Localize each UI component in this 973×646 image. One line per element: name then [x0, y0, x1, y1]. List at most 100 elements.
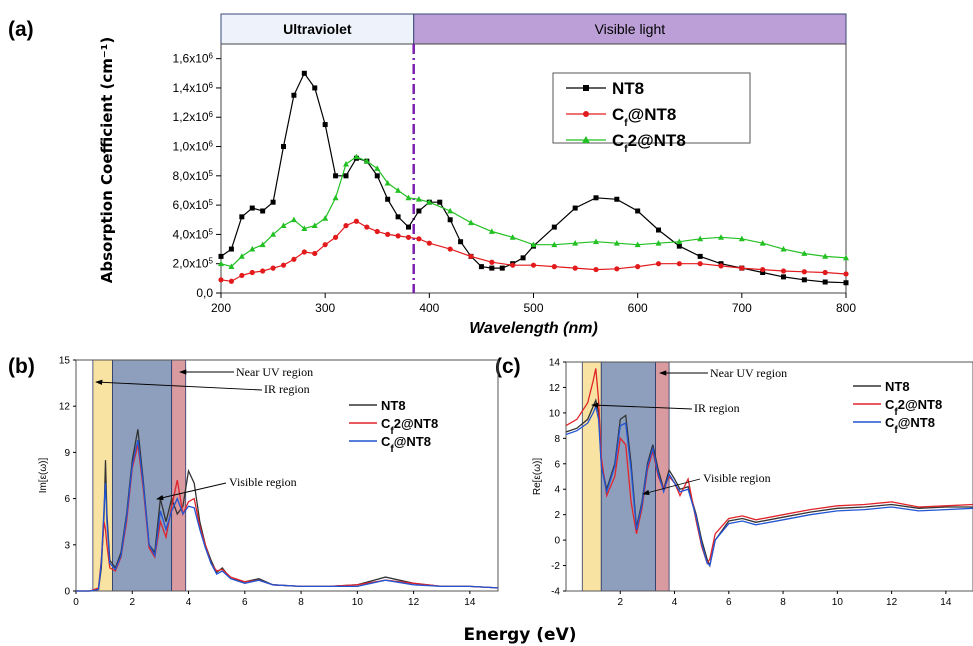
data-point — [301, 225, 308, 231]
data-point — [374, 173, 380, 179]
data-point — [593, 266, 599, 273]
y-tick-label: 12 — [59, 402, 71, 413]
data-point — [353, 218, 360, 224]
x-tick-label: 700 — [732, 301, 752, 315]
data-point — [426, 240, 432, 246]
data-point — [843, 280, 849, 286]
data-point — [291, 256, 297, 262]
data-point — [385, 231, 391, 238]
data-point — [655, 240, 662, 246]
panel-a-letter: (a) — [8, 18, 34, 41]
y-tick-label: 1,2x106 — [173, 110, 214, 125]
annotation-label: Near UV region — [710, 366, 787, 380]
data-point — [718, 234, 724, 240]
band-label: Visible light — [595, 21, 666, 37]
legend-label: Cf@NT8 — [885, 415, 935, 436]
x-tick-label: 8 — [780, 597, 786, 608]
annotation-label: Visible region — [229, 475, 297, 489]
data-point — [239, 214, 245, 220]
series-line-2 — [565, 404, 973, 567]
legend-label: NT8 — [885, 379, 910, 394]
region-band — [171, 359, 187, 592]
data-point — [781, 274, 786, 280]
y-tick-label: 1,6x106 — [173, 51, 214, 66]
x-tick-label: 10 — [352, 597, 364, 608]
annotation-label: IR region — [694, 401, 740, 415]
panel-c-letter: (c) — [495, 355, 521, 378]
data-point — [343, 160, 349, 167]
data-point — [405, 234, 412, 240]
data-point — [759, 240, 766, 246]
data-point — [697, 253, 703, 259]
data-point — [738, 235, 745, 242]
data-point — [364, 224, 370, 230]
x-tick-label: 400 — [419, 301, 439, 315]
band-box — [220, 13, 415, 45]
data-point — [478, 264, 484, 270]
data-point — [395, 233, 401, 239]
data-point — [270, 231, 277, 237]
y-tick-label: -2 — [551, 561, 560, 572]
panel-a-chart: Ultraviolet Visible light 200 300 400 500 600 7… — [98, 13, 856, 337]
x-tick-label: 12 — [886, 597, 898, 608]
x-tick-label: 200 — [211, 301, 231, 315]
panel-c-chart: 2 4 6 8 10 12 14 -4 -2 0 2 4 6 8 10 12 14 Re[ε(ω)] NT8 Cf2@… — [532, 358, 973, 608]
x-tick-label: 300 — [315, 301, 335, 315]
data-point — [489, 265, 495, 271]
data-point — [363, 157, 370, 164]
data-point — [322, 242, 328, 248]
data-point — [374, 228, 380, 235]
x-tick-label: 6 — [242, 597, 248, 608]
data-point — [290, 216, 297, 223]
data-point — [843, 271, 849, 277]
data-point — [499, 265, 505, 271]
data-point — [613, 240, 620, 246]
data-point — [614, 266, 620, 272]
data-point — [311, 222, 318, 229]
data-point — [343, 173, 349, 179]
data-point — [416, 208, 422, 214]
y-tick-label: 2,0x105 — [173, 256, 214, 271]
data-point — [312, 85, 318, 91]
y-tick-label: 0 — [64, 587, 70, 598]
data-point — [385, 196, 391, 202]
y-tick-label: 8,0x105 — [173, 168, 214, 183]
data-point — [656, 227, 661, 233]
data-point — [312, 250, 318, 257]
data-point — [468, 219, 474, 226]
data-point — [551, 241, 558, 248]
y-tick-label: 6 — [64, 494, 70, 505]
data-point — [353, 153, 360, 160]
legend-label: Cf2@NT8 — [885, 397, 942, 418]
data-point — [572, 265, 578, 271]
y-tick-label: 15 — [59, 356, 71, 367]
data-point — [488, 228, 495, 234]
y-axis-label: Re[ε(ω)] — [532, 458, 543, 495]
x-tick-label: 500 — [523, 301, 543, 315]
data-point — [447, 246, 453, 252]
data-point — [281, 144, 286, 150]
data-point — [384, 179, 391, 186]
data-point — [780, 245, 787, 252]
data-point — [270, 265, 276, 271]
y-tick-label: 1,0x106 — [173, 139, 214, 154]
data-point — [415, 196, 422, 202]
data-point — [697, 261, 703, 267]
data-point — [530, 262, 537, 268]
data-point — [238, 253, 245, 259]
data-point — [551, 264, 557, 270]
x-axis-label: Wavelength (nm) — [469, 320, 598, 337]
band-box — [413, 13, 847, 45]
legend-label: Cf@NT8 — [381, 434, 431, 455]
data-point — [530, 241, 537, 248]
y-tick-label: 4 — [554, 485, 560, 496]
y-axis-label: Absorption Coefficient (cm⁻¹) — [98, 37, 116, 283]
data-point — [510, 262, 516, 268]
data-point — [822, 253, 829, 259]
data-point — [635, 264, 641, 270]
x-tick-label: 6 — [726, 597, 732, 608]
data-point — [322, 122, 328, 128]
x-tick-label: 600 — [628, 301, 648, 315]
legend-marker — [583, 85, 589, 91]
